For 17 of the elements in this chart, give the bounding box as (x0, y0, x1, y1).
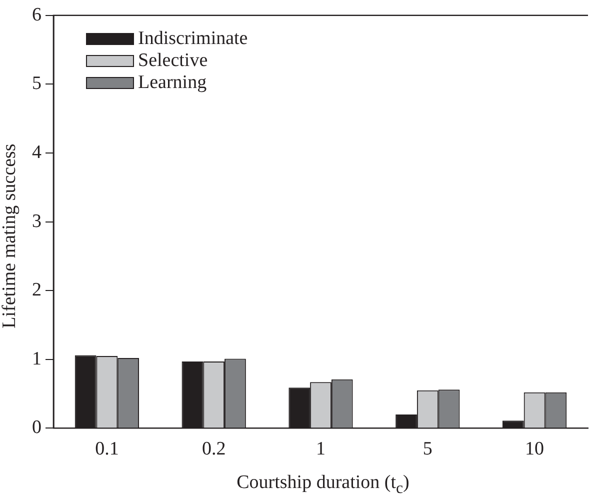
x-axis-title: Courtship duration (t$_{c}$) (236, 472, 410, 498)
y-tick-label: 2 (32, 280, 42, 301)
y-tick-label: 3 (32, 210, 42, 232)
x-tick-label: 0.2 (202, 438, 226, 460)
x-tick-label: 0.1 (95, 438, 119, 460)
y-tick-label: 4 (32, 142, 42, 163)
y-axis-title: Lifetime mating success (0, 142, 21, 330)
legend-label: Indiscriminate (138, 28, 248, 50)
x-tick-label: 1 (316, 438, 326, 460)
x-tick-label: 5 (422, 438, 432, 460)
y-tick-label: 5 (32, 73, 42, 94)
legend-label: Selective (138, 50, 208, 72)
y-tick-label: 1 (32, 348, 42, 370)
y-tick-label: 0 (32, 417, 42, 438)
y-tick-label: 6 (32, 4, 42, 26)
legend-label: Learning (138, 72, 207, 94)
x-tick-label: 10 (525, 438, 544, 460)
